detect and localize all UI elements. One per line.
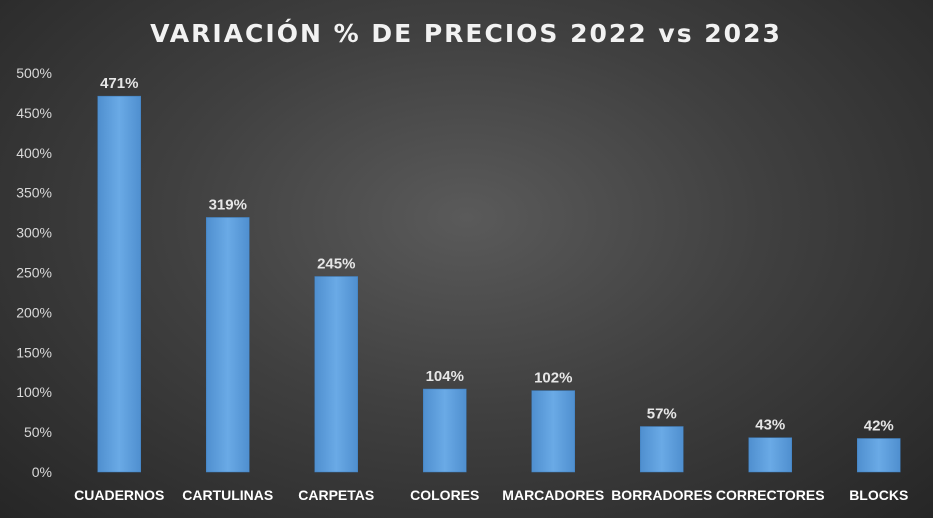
data-label: 471% — [100, 75, 138, 92]
x-axis: CUADERNOS CARTULINAS CARPETAS COLORES MARCAD… — [74, 487, 908, 503]
x-tick-label: MARCADORES — [502, 487, 604, 503]
y-tick-label: 300% — [16, 225, 52, 241]
y-tick-label: 50% — [24, 424, 52, 440]
x-tick-label: CARPETAS — [298, 487, 374, 503]
x-tick-label: CARTULINAS — [182, 487, 273, 503]
x-tick-label: BORRADORES — [611, 487, 712, 503]
data-label: 42% — [864, 417, 894, 434]
y-tick-label: 100% — [16, 384, 52, 400]
y-tick-label: 250% — [16, 265, 52, 281]
x-tick-label: COLORES — [410, 487, 479, 503]
bars — [97, 95, 901, 473]
bar — [748, 437, 792, 473]
chart-title: VARIACIÓN % DE PRECIOS 2022 vs 2023 — [150, 18, 782, 48]
data-label: 104% — [426, 368, 464, 385]
x-tick-label: CUADERNOS — [74, 487, 164, 503]
data-label: 102% — [534, 370, 572, 387]
data-label: 245% — [317, 255, 355, 272]
data-label: 57% — [647, 406, 677, 423]
bar — [423, 388, 467, 473]
y-tick-label: 0% — [32, 464, 52, 480]
x-tick-label: CORRECTORES — [716, 487, 825, 503]
y-tick-label: 500% — [16, 65, 52, 81]
bar — [531, 390, 575, 473]
y-tick-label: 350% — [16, 185, 52, 201]
y-axis: 0% 50% 100% 150% 200% 250% 300% 350% 400% 450% 500… — [16, 65, 52, 480]
bar — [314, 276, 358, 473]
y-tick-label: 150% — [16, 344, 52, 360]
data-label: 319% — [209, 196, 247, 213]
data-labels: 471% 319% 245% 104% 102% 57% 43% 42% — [100, 75, 894, 434]
bar — [640, 426, 684, 473]
y-tick-label: 450% — [16, 105, 52, 121]
x-tick-label: BLOCKS — [849, 487, 908, 503]
bar — [857, 438, 901, 473]
bar — [97, 95, 141, 473]
y-tick-label: 400% — [16, 145, 52, 161]
bar — [206, 217, 250, 473]
data-label: 43% — [755, 417, 785, 434]
y-tick-label: 200% — [16, 304, 52, 320]
